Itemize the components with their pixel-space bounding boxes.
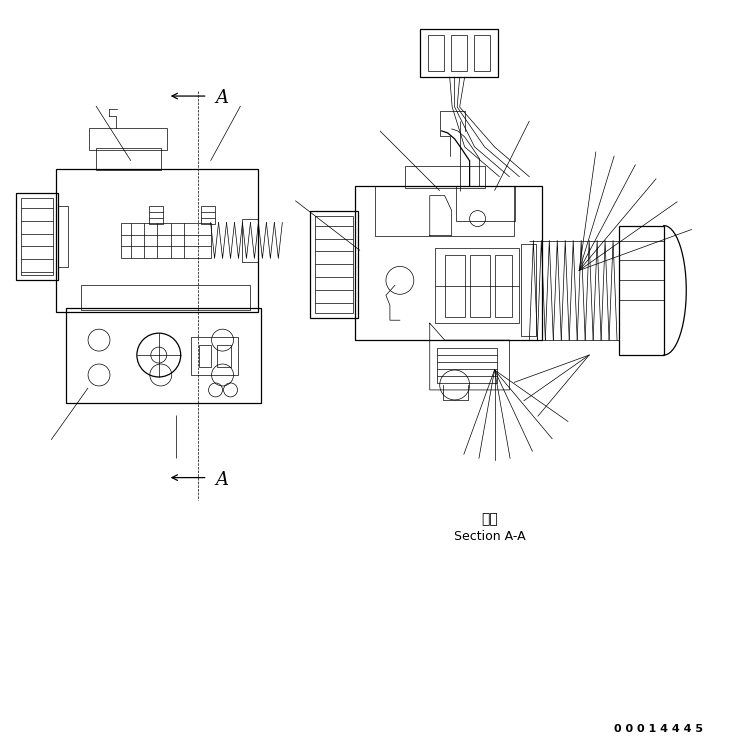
Text: Section A-A: Section A-A xyxy=(454,530,526,543)
Bar xyxy=(199,345,210,367)
Bar xyxy=(149,206,163,223)
Bar xyxy=(315,215,353,313)
Bar xyxy=(96,148,161,170)
Bar xyxy=(355,186,542,340)
Bar xyxy=(521,244,537,336)
Bar xyxy=(428,35,443,71)
Text: 0 0 0 1 4 4 4 5: 0 0 0 1 4 4 4 5 xyxy=(614,723,704,734)
Bar xyxy=(470,256,490,317)
Bar xyxy=(310,211,358,318)
Bar xyxy=(191,337,238,375)
Text: 断面: 断面 xyxy=(481,513,498,527)
Bar xyxy=(405,166,485,188)
Bar xyxy=(66,308,262,403)
Bar xyxy=(474,35,490,71)
Bar xyxy=(456,186,515,221)
Bar xyxy=(451,35,467,71)
Bar xyxy=(58,206,68,267)
Text: A: A xyxy=(216,471,229,489)
Text: A: A xyxy=(216,89,229,107)
Bar xyxy=(201,206,215,223)
Bar xyxy=(437,348,496,383)
Bar xyxy=(81,285,251,310)
Bar xyxy=(619,226,664,355)
Bar xyxy=(89,128,167,150)
Bar xyxy=(21,197,54,276)
Bar xyxy=(16,193,58,280)
Bar xyxy=(495,256,512,317)
Bar xyxy=(216,345,230,367)
Bar xyxy=(445,256,465,317)
Bar xyxy=(243,218,259,262)
Bar xyxy=(56,169,259,312)
Bar xyxy=(375,186,515,235)
Bar xyxy=(420,29,498,77)
Bar xyxy=(435,249,520,323)
Bar xyxy=(121,223,210,259)
